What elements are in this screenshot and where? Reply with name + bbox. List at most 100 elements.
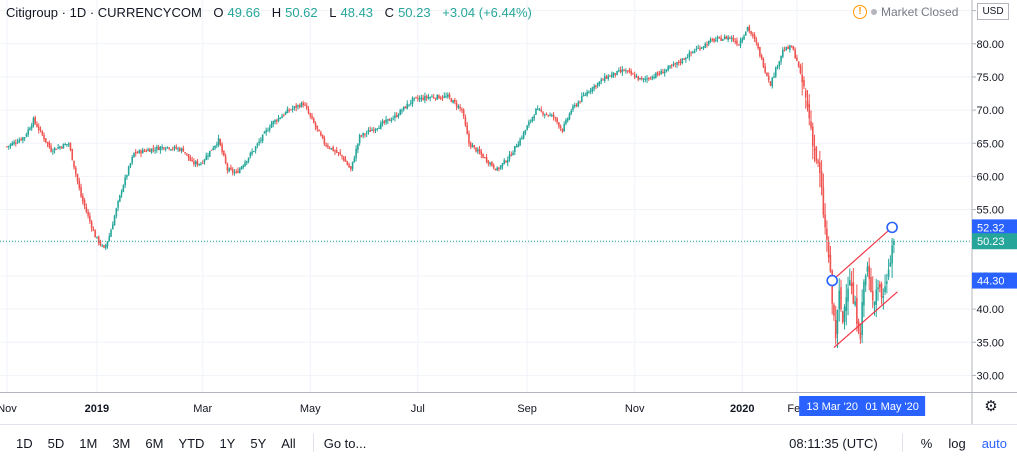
goto-button[interactable]: Go to...: [323, 435, 367, 451]
candle-body: [489, 162, 491, 165]
candle-body: [277, 117, 280, 122]
candle-body: [524, 130, 527, 133]
candle-body: [55, 148, 58, 150]
candle-body: [283, 114, 285, 116]
candle-body: [501, 163, 504, 167]
candle-body: [372, 129, 375, 131]
candle-body: [461, 108, 463, 111]
candle-body: [111, 224, 114, 230]
candle-body: [200, 163, 202, 165]
candle-body: [658, 73, 661, 75]
candle-body: [640, 78, 643, 80]
range-1d-button[interactable]: 1D: [16, 435, 33, 451]
candle-body: [327, 145, 329, 148]
utc-clock[interactable]: 08:11:35 (UTC): [789, 435, 878, 451]
gear-icon[interactable]: ⚙: [984, 398, 998, 415]
date-badge-label: 01 May '20: [865, 401, 918, 413]
candle-body: [256, 143, 259, 146]
y-tick-label: 55.00: [976, 205, 1004, 217]
candle-body: [746, 27, 749, 31]
candle-body: [260, 139, 262, 141]
candle-body: [841, 311, 844, 323]
candle-body: [637, 75, 640, 80]
candle-body: [572, 105, 574, 110]
percent-toggle[interactable]: %: [920, 435, 933, 451]
candle-body: [630, 70, 632, 75]
market-status[interactable]: ! Market Closed: [853, 5, 958, 19]
range-1y-button[interactable]: 1Y: [219, 435, 236, 451]
candle-body: [644, 78, 647, 80]
candle-body: [43, 134, 45, 140]
candle-body: [429, 96, 431, 99]
range-5y-button[interactable]: 5Y: [250, 435, 267, 451]
candle-body: [371, 129, 373, 131]
candle-body: [284, 112, 287, 115]
candle-body: [649, 78, 652, 80]
candle-body: [94, 230, 96, 238]
warning-icon[interactable]: !: [853, 5, 867, 19]
candle-body: [854, 301, 856, 306]
candle-body: [725, 36, 728, 40]
currency-badge[interactable]: USD: [977, 3, 1009, 20]
y-tick-label: 40.00: [976, 304, 1004, 316]
candle-body: [540, 109, 543, 112]
candle-body: [866, 266, 869, 272]
candle-body: [392, 118, 394, 120]
candle-body: [596, 83, 599, 86]
candle-body: [690, 51, 692, 54]
candle-body: [418, 98, 421, 100]
price-badge: [972, 233, 1017, 250]
drawing-handle: [886, 221, 898, 234]
candle-body: [441, 97, 444, 99]
candle-body: [37, 126, 40, 131]
log-toggle[interactable]: log: [948, 435, 966, 451]
candle-body: [383, 120, 386, 123]
range-ytd-button[interactable]: YTD: [178, 435, 205, 451]
candle-body: [196, 160, 199, 165]
candle-body: [297, 105, 299, 107]
candle-body: [96, 236, 98, 238]
symbol-interval[interactable]: 1D: [69, 5, 87, 20]
range-all-button[interactable]: All: [281, 435, 296, 451]
range-1m-button[interactable]: 1M: [79, 435, 98, 451]
candle-body: [411, 98, 414, 104]
candle-body: [275, 120, 278, 122]
range-5d-button[interactable]: 5D: [47, 435, 65, 451]
candle-body: [27, 129, 29, 135]
candle-body: [863, 281, 865, 306]
candle-body: [498, 167, 500, 170]
candle-body: [305, 105, 308, 109]
candle-body: [790, 45, 793, 48]
candle-body: [431, 96, 433, 98]
candle-body: [427, 97, 430, 99]
drawing-overlay[interactable]: [0, 221, 971, 349]
candle-body: [492, 164, 495, 169]
candle-body: [214, 145, 216, 149]
auto-scale-toggle[interactable]: auto: [981, 435, 1007, 451]
candle-body: [789, 45, 791, 50]
candle-body: [743, 35, 745, 40]
candle-body: [332, 147, 334, 151]
candle-body: [57, 147, 59, 149]
range-3m-button[interactable]: 3M: [112, 435, 131, 451]
candle-body: [584, 94, 587, 96]
candle-body: [263, 131, 266, 134]
price-chart[interactable]: 85.0080.0075.0070.0065.0060.0055.0050.00…: [0, 0, 1017, 424]
candle-body: [656, 72, 659, 75]
candle-body: [704, 43, 707, 48]
candle-body: [755, 39, 758, 43]
candle-body: [408, 104, 410, 106]
candle-body: [154, 150, 156, 152]
price-badge-label: 44.30: [977, 276, 1005, 288]
candle-body: [387, 119, 389, 121]
candle-body: [813, 149, 816, 151]
candle-body: [799, 66, 802, 74]
candle-body: [706, 44, 708, 46]
candle-body: [7, 145, 10, 147]
candle-body: [73, 160, 75, 168]
range-6m-button[interactable]: 6M: [145, 435, 164, 451]
candle-body: [376, 128, 379, 130]
candle-body: [341, 155, 343, 157]
candle-body: [545, 113, 548, 115]
candle-body: [871, 290, 874, 301]
